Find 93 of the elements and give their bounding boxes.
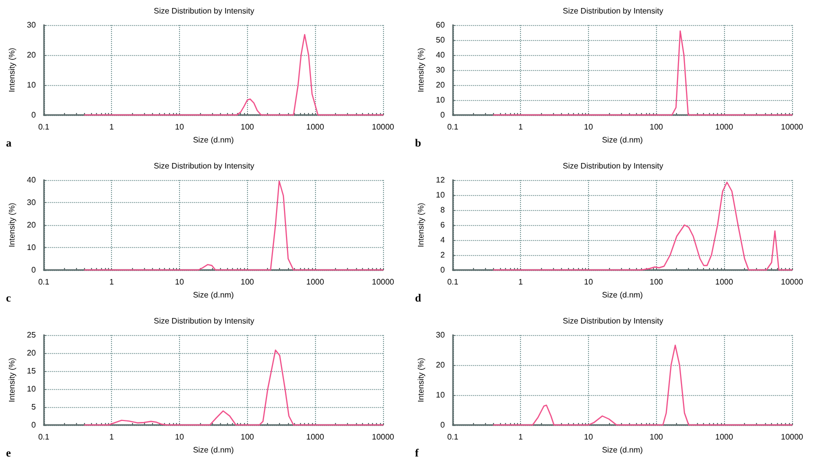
x-tick-label: 0.1 xyxy=(447,432,459,442)
y-tick-label: 20 xyxy=(26,348,36,358)
x-tick-label: 100 xyxy=(240,432,255,442)
x-tick-label: 1000 xyxy=(306,278,325,286)
x-axis-title: Size (d.nm) xyxy=(602,290,644,300)
x-tick-label: 10 xyxy=(584,432,594,442)
y-tick-label: 12 xyxy=(436,176,446,184)
text: e xyxy=(6,448,11,460)
y-tick-label: 0 xyxy=(31,420,36,430)
y-axis-title: Intensity (%) xyxy=(8,47,16,92)
chart-title: Size Distribution by Intensity xyxy=(562,6,664,16)
y-tick-label: 6 xyxy=(440,220,446,230)
text: d xyxy=(415,292,422,304)
x-tick-label: 1 xyxy=(518,122,524,132)
x-tick-label: 10000 xyxy=(372,278,395,286)
y-axis-title: Intensity (%) xyxy=(8,357,16,402)
y-tick-label: 50 xyxy=(436,36,446,44)
y-tick-label: 25 xyxy=(26,330,36,340)
chart-title: Size Distribution by Intensity xyxy=(562,162,664,170)
x-tick-label: 1 xyxy=(109,432,114,442)
y-tick-label: 10 xyxy=(436,96,446,104)
y-tick-label: 30 xyxy=(26,198,36,207)
x-tick-label: 10 xyxy=(584,122,594,132)
y-axis-title: Intensity (%) xyxy=(416,202,426,248)
y-tick-label: 40 xyxy=(436,50,446,60)
x-tick-label: 10000 xyxy=(780,122,804,132)
x-tick-label: 1 xyxy=(518,278,524,286)
x-tick-label: 10000 xyxy=(780,278,804,286)
y-tick-label: 10 xyxy=(436,390,446,400)
x-tick-label: 10 xyxy=(175,122,184,132)
x-tick-label: 10000 xyxy=(372,432,395,442)
chart-title: Size Distribution by Intensity xyxy=(154,316,254,326)
y-tick-label: 10 xyxy=(26,243,36,252)
y-tick-label: 0 xyxy=(31,266,36,274)
y-tick-label: 60 xyxy=(436,20,446,30)
y-tick-label: 30 xyxy=(436,330,446,340)
x-tick-label: 100 xyxy=(650,122,664,132)
x-axis-title: Size (d.nm) xyxy=(602,445,644,454)
x-tick-label: 1000 xyxy=(715,432,734,442)
y-tick-label: 30 xyxy=(26,20,36,30)
x-tick-label: 1000 xyxy=(306,432,325,442)
text: f xyxy=(415,448,419,460)
y-tick-label: 20 xyxy=(26,220,36,230)
x-tick-label: 100 xyxy=(650,432,664,442)
x-tick-label: 10 xyxy=(584,278,594,286)
text: a xyxy=(6,138,12,150)
x-tick-label: 10000 xyxy=(780,432,804,442)
y-tick-label: 30 xyxy=(436,66,446,74)
x-tick-label: 100 xyxy=(650,278,664,286)
y-tick-label: 20 xyxy=(436,80,446,90)
x-tick-label: 1 xyxy=(109,278,114,286)
x-tick-label: 100 xyxy=(240,122,255,132)
y-tick-label: 0 xyxy=(440,420,446,430)
x-axis-title: Size (d.nm) xyxy=(192,445,234,454)
x-tick-label: 100 xyxy=(240,278,255,286)
x-tick-label: 0.1 xyxy=(38,278,50,286)
y-tick-label: 10 xyxy=(436,190,446,200)
y-tick-label: 4 xyxy=(440,236,446,244)
x-tick-label: 1000 xyxy=(306,122,325,132)
y-tick-label: 5 xyxy=(31,402,36,412)
chart-title: Size Distribution by Intensity xyxy=(154,162,254,170)
y-tick-label: 0 xyxy=(440,110,446,120)
y-tick-label: 40 xyxy=(26,176,36,184)
y-tick-label: 0 xyxy=(31,110,36,120)
x-tick-label: 1000 xyxy=(715,278,734,286)
y-axis-title: Intensity (%) xyxy=(416,357,426,402)
x-tick-label: 0.1 xyxy=(447,278,459,286)
x-axis-title: Size (d.nm) xyxy=(602,135,644,144)
y-tick-label: 0 xyxy=(440,266,446,274)
x-tick-label: 0.1 xyxy=(38,432,50,442)
y-axis-title: Intensity (%) xyxy=(416,47,426,92)
x-tick-label: 1000 xyxy=(715,122,734,132)
y-tick-label: 10 xyxy=(26,80,36,90)
x-axis-title: Size (d.nm) xyxy=(192,135,234,144)
y-axis-title: Intensity (%) xyxy=(8,202,16,248)
y-tick-label: 20 xyxy=(436,360,446,370)
y-tick-label: 15 xyxy=(26,366,36,376)
x-tick-label: 10000 xyxy=(372,122,395,132)
y-tick-label: 10 xyxy=(26,384,36,394)
x-tick-label: 10 xyxy=(175,278,184,286)
x-tick-label: 0.1 xyxy=(447,122,459,132)
chart-title: Size Distribution by Intensity xyxy=(562,316,664,326)
y-tick-label: 20 xyxy=(26,50,36,60)
y-tick-label: 8 xyxy=(440,206,446,214)
y-tick-label: 2 xyxy=(440,250,446,260)
x-axis-title: Size (d.nm) xyxy=(192,290,234,300)
text: c xyxy=(6,292,11,304)
chart-title: Size Distribution by Intensity xyxy=(154,6,254,16)
x-tick-label: 1 xyxy=(109,122,114,132)
text: b xyxy=(415,138,422,150)
x-tick-label: 10 xyxy=(175,432,184,442)
x-tick-label: 1 xyxy=(518,432,524,442)
x-tick-label: 0.1 xyxy=(38,122,50,132)
